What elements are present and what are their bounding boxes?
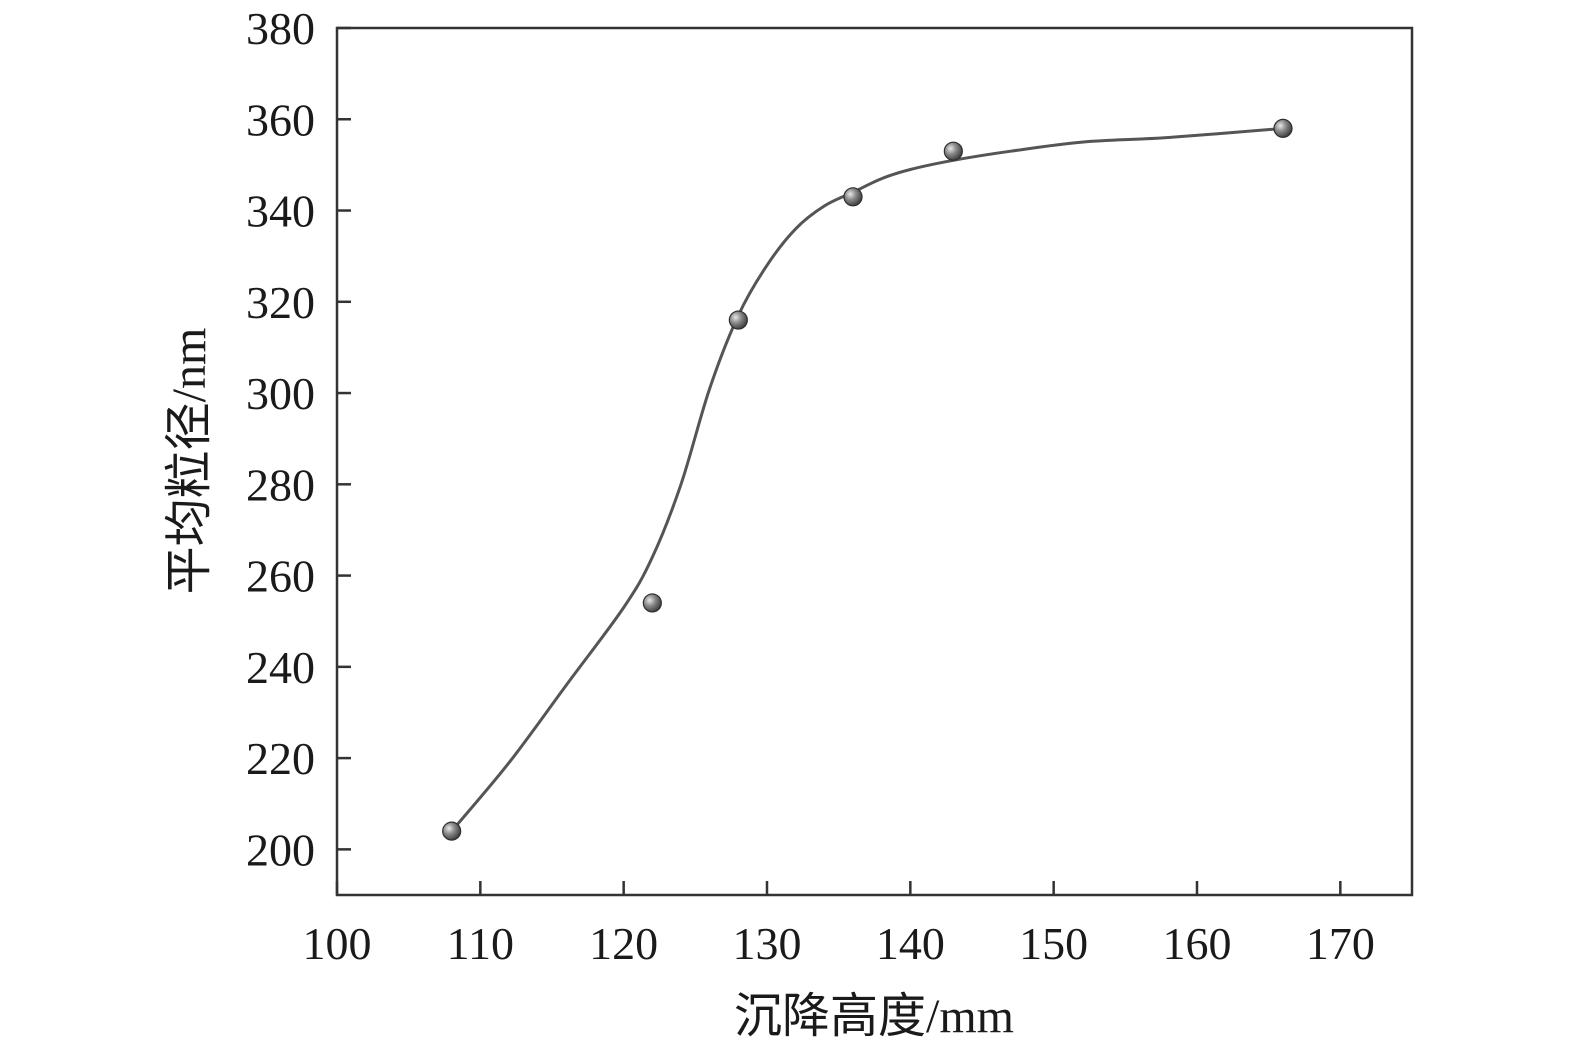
plot-frame bbox=[335, 26, 1414, 897]
x-tick-label: 120 bbox=[589, 918, 658, 969]
y-axis: 200 220 240 260 280 300 320 340 360 380 bbox=[246, 3, 351, 875]
y-tick-label: 240 bbox=[246, 642, 315, 693]
x-tick-label: 100 bbox=[303, 918, 372, 969]
y-tick-label: 360 bbox=[246, 94, 315, 145]
y-tick-label: 220 bbox=[246, 733, 315, 784]
data-point bbox=[843, 187, 863, 207]
data-point bbox=[943, 141, 963, 161]
x-tick-label: 170 bbox=[1306, 918, 1375, 969]
y-tick-label: 340 bbox=[246, 186, 315, 237]
y-tick-label: 300 bbox=[246, 368, 315, 419]
x-tick-label: 160 bbox=[1163, 918, 1232, 969]
data-point bbox=[1273, 118, 1293, 138]
y-tick-label: 260 bbox=[246, 551, 315, 602]
y-tick-label: 320 bbox=[246, 277, 315, 328]
data-point bbox=[642, 593, 662, 613]
data-point bbox=[442, 821, 462, 841]
y-axis-title: 平均粒径/nm bbox=[163, 328, 216, 595]
data-points bbox=[442, 118, 1293, 841]
x-tick-label: 150 bbox=[1019, 918, 1088, 969]
x-tick-label: 130 bbox=[733, 918, 802, 969]
y-tick-label: 280 bbox=[246, 459, 315, 510]
x-axis: 100 110 120 130 140 150 160 170 bbox=[303, 881, 1375, 969]
x-axis-title: 沉降高度/mm bbox=[734, 990, 1014, 1043]
y-tick-label: 380 bbox=[246, 3, 315, 54]
data-point bbox=[728, 310, 748, 330]
x-tick-label: 110 bbox=[447, 918, 514, 969]
fit-curve bbox=[450, 126, 1284, 833]
y-tick-label: 200 bbox=[246, 824, 315, 875]
x-tick-label: 140 bbox=[876, 918, 945, 969]
